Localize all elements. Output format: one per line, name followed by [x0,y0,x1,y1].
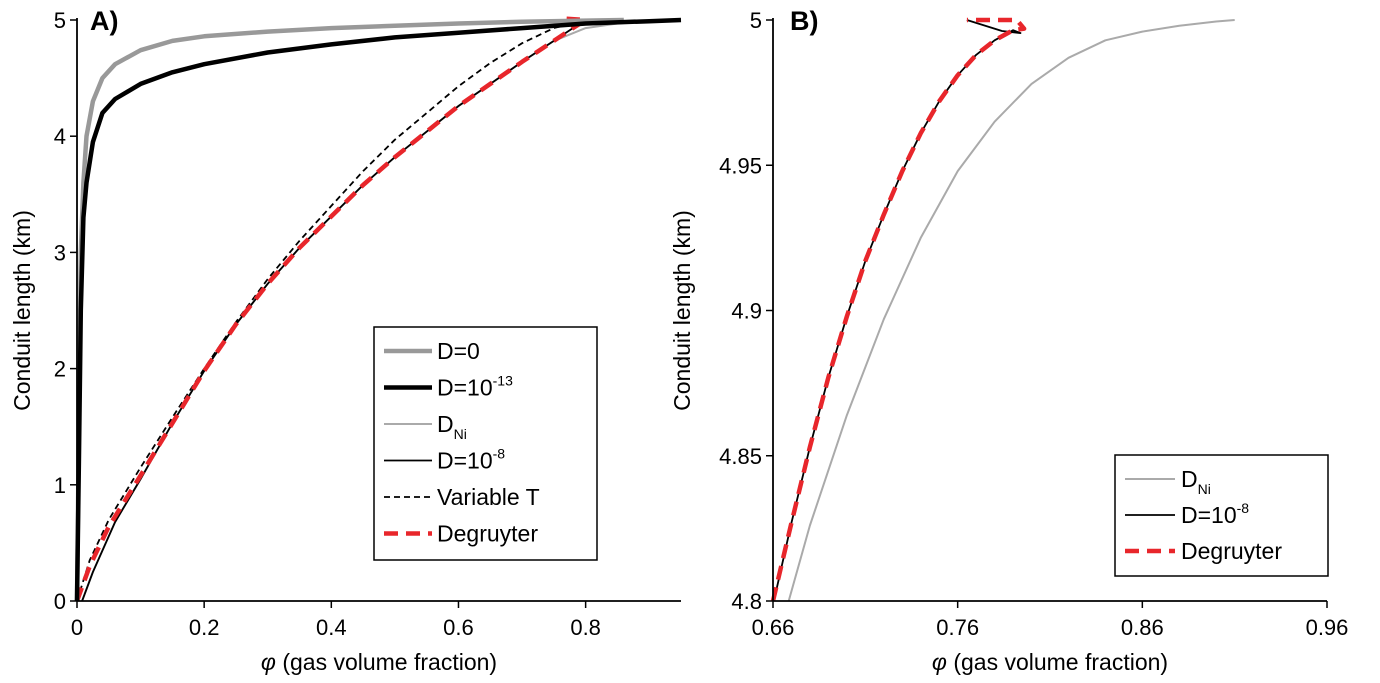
legend-label-d8: D=10-8 [1181,500,1249,528]
x-axis-symbol: φ [261,649,276,675]
legend-text: Variable T [437,484,540,510]
y-tick-label: 5 [54,8,66,33]
chart-panel-a: 0 0.2 0.4 0.6 0.8 0 1 2 3 4 5 φ (gas volume fractio… [9,6,682,675]
y-tick-label: 1 [54,473,66,498]
legend-label-d0: D=0 [437,338,480,364]
legend-superscript: -13 [493,373,513,389]
legend-label-deg: Degruyter [437,521,538,547]
y-tick-label: 4.9 [731,299,762,324]
series-line-deg [770,17,1027,602]
chart-panel-b: 0.66 0.76 0.86 0.96 4.8 4.85 4.9 4.95 5 φ (gas vo… [669,6,1348,675]
legend-label-d8: D=10-8 [437,446,505,474]
series-line-dni [787,19,1235,602]
y-axis-title: Conduit length (km) [9,210,35,411]
legend: DNi D=10-8 Degruyter [1114,454,1329,577]
y-tick-label: 0 [54,589,66,614]
y-tick-label: 3 [54,240,66,265]
x-tick-label: 0.6 [443,615,474,640]
y-tick-label: 4.85 [719,444,762,469]
x-tick-label: 0 [71,615,83,640]
x-axis-symbol: φ [932,649,947,675]
series-line-d8 [773,19,1022,602]
legend-text: D [437,411,454,437]
x-axis-title: φ (gas volume fraction) [932,649,1168,675]
x-tick-label: 0.96 [1306,615,1349,640]
legend-subscript: Ni [1198,481,1211,497]
x-axis-text: (gas volume fraction) [947,649,1168,675]
legend-text: D [1181,466,1198,492]
legend-text: D=0 [437,338,480,364]
panel-label: A) [90,6,119,36]
legend-subscript: Ni [454,426,467,442]
legend-text: D=10 [437,448,493,474]
y-tick-label: 4.8 [731,589,762,614]
x-tick-label: 0.66 [752,615,795,640]
y-tick-label: 4 [54,124,66,149]
legend-superscript: -8 [493,446,506,462]
series-line-d0 [74,17,624,602]
y-tick-label: 4.95 [719,153,762,178]
y-axis-title: Conduit length (km) [669,210,695,411]
panel-label: B) [790,6,819,36]
x-tick-label: 0.2 [189,615,220,640]
x-tick-label: 0.76 [936,615,979,640]
legend-box [373,326,598,561]
legend-text: D=10 [1181,502,1237,528]
legend-text: Degruyter [1181,538,1282,564]
series-line-d13 [74,17,682,602]
legend-label-dni: DNi [437,411,467,442]
legend-text: Degruyter [437,521,538,547]
x-tick-label: 0.8 [570,615,601,640]
legend-text: D=10 [437,375,493,401]
y-tick-label: 5 [750,8,762,33]
x-tick-label: 0.4 [316,615,347,640]
legend-label-vt: Variable T [437,484,540,510]
y-tick-label: 2 [54,357,66,382]
x-axis-title: φ (gas volume fraction) [261,649,497,675]
legend-label-d13: D=10-13 [437,373,513,401]
legend-label-dni: DNi [1181,466,1211,497]
legend-superscript: -8 [1237,500,1250,516]
x-tick-label: 0.86 [1121,615,1164,640]
x-axis-text: (gas volume fraction) [276,649,497,675]
series-line-vt [76,19,586,602]
legend-label-deg: Degruyter [1181,538,1282,564]
series-line-deg [74,16,588,602]
